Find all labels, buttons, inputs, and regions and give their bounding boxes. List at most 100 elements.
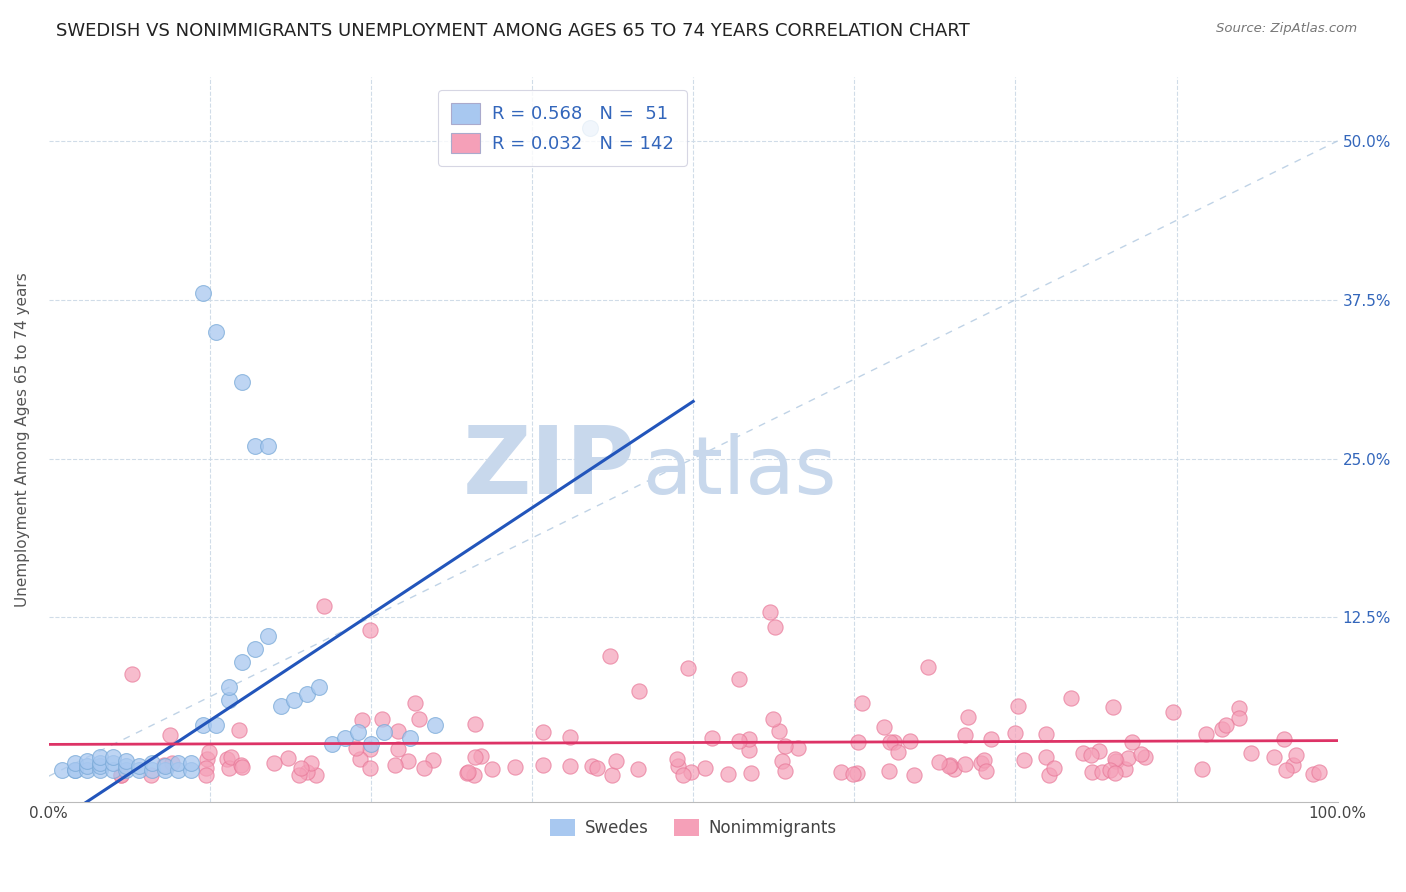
- Point: [205, 325, 228, 339]
- Point: [412, 760, 434, 774]
- Point: [63, 756, 86, 771]
- Point: [1004, 726, 1026, 740]
- Point: [128, 763, 150, 777]
- Point: [1102, 699, 1125, 714]
- Point: [287, 768, 309, 782]
- Point: [166, 756, 188, 771]
- Point: [305, 768, 328, 782]
- Text: SWEDISH VS NONIMMIGRANTS UNEMPLOYMENT AMONG AGES 65 TO 74 YEARS CORRELATION CHAR: SWEDISH VS NONIMMIGRANTS UNEMPLOYMENT AM…: [56, 22, 970, 40]
- Point: [115, 763, 138, 777]
- Legend: Swedes, Nonimmigrants: Swedes, Nonimmigrants: [543, 813, 844, 844]
- Point: [387, 723, 409, 738]
- Point: [1191, 762, 1213, 776]
- Point: [503, 760, 526, 774]
- Point: [193, 718, 215, 732]
- Point: [359, 742, 381, 756]
- Point: [626, 763, 648, 777]
- Point: [762, 712, 785, 726]
- Point: [128, 759, 150, 773]
- Point: [956, 710, 979, 724]
- Point: [955, 728, 977, 742]
- Point: [193, 286, 215, 301]
- Point: [308, 680, 330, 694]
- Point: [1227, 711, 1250, 725]
- Point: [716, 767, 738, 781]
- Point: [737, 742, 759, 756]
- Point: [404, 696, 426, 710]
- Point: [89, 756, 111, 771]
- Point: [851, 697, 873, 711]
- Point: [770, 754, 793, 768]
- Point: [1263, 750, 1285, 764]
- Point: [283, 693, 305, 707]
- Point: [228, 723, 250, 738]
- Point: [980, 731, 1002, 746]
- Point: [740, 766, 762, 780]
- Point: [1195, 727, 1218, 741]
- Point: [830, 764, 852, 779]
- Point: [349, 752, 371, 766]
- Point: [953, 757, 976, 772]
- Point: [787, 741, 810, 756]
- Point: [1215, 718, 1237, 732]
- Point: [842, 767, 865, 781]
- Point: [678, 660, 700, 674]
- Point: [1104, 766, 1126, 780]
- Text: atlas: atlas: [641, 434, 837, 511]
- Point: [218, 680, 240, 694]
- Point: [1133, 750, 1156, 764]
- Point: [903, 768, 925, 782]
- Point: [1114, 762, 1136, 776]
- Point: [277, 751, 299, 765]
- Point: [373, 724, 395, 739]
- Point: [1285, 747, 1308, 762]
- Point: [846, 735, 869, 749]
- Point: [347, 724, 370, 739]
- Point: [1240, 746, 1263, 760]
- Point: [1275, 763, 1298, 777]
- Point: [1161, 706, 1184, 720]
- Point: [666, 758, 689, 772]
- Point: [195, 761, 218, 775]
- Point: [359, 624, 381, 638]
- Point: [531, 758, 554, 772]
- Point: [51, 763, 73, 777]
- Point: [205, 718, 228, 732]
- Point: [270, 699, 292, 714]
- Point: [938, 758, 960, 772]
- Point: [775, 764, 797, 778]
- Point: [115, 754, 138, 768]
- Point: [845, 765, 868, 780]
- Point: [180, 756, 202, 771]
- Point: [738, 732, 761, 747]
- Point: [290, 761, 312, 775]
- Point: [103, 756, 125, 771]
- Point: [396, 754, 419, 768]
- Point: [1081, 764, 1104, 779]
- Point: [63, 763, 86, 777]
- Point: [263, 756, 285, 770]
- Point: [110, 768, 132, 782]
- Point: [103, 763, 125, 777]
- Point: [257, 629, 280, 643]
- Point: [973, 753, 995, 767]
- Point: [457, 765, 479, 780]
- Point: [76, 763, 98, 777]
- Point: [974, 764, 997, 779]
- Point: [89, 759, 111, 773]
- Point: [231, 376, 253, 390]
- Point: [218, 693, 240, 707]
- Point: [1080, 748, 1102, 763]
- Point: [456, 766, 478, 780]
- Point: [387, 742, 409, 756]
- Point: [560, 730, 582, 744]
- Point: [1121, 734, 1143, 748]
- Point: [628, 684, 651, 698]
- Point: [422, 753, 444, 767]
- Point: [531, 724, 554, 739]
- Point: [198, 745, 221, 759]
- Point: [728, 734, 751, 748]
- Point: [76, 759, 98, 773]
- Point: [121, 666, 143, 681]
- Point: [560, 759, 582, 773]
